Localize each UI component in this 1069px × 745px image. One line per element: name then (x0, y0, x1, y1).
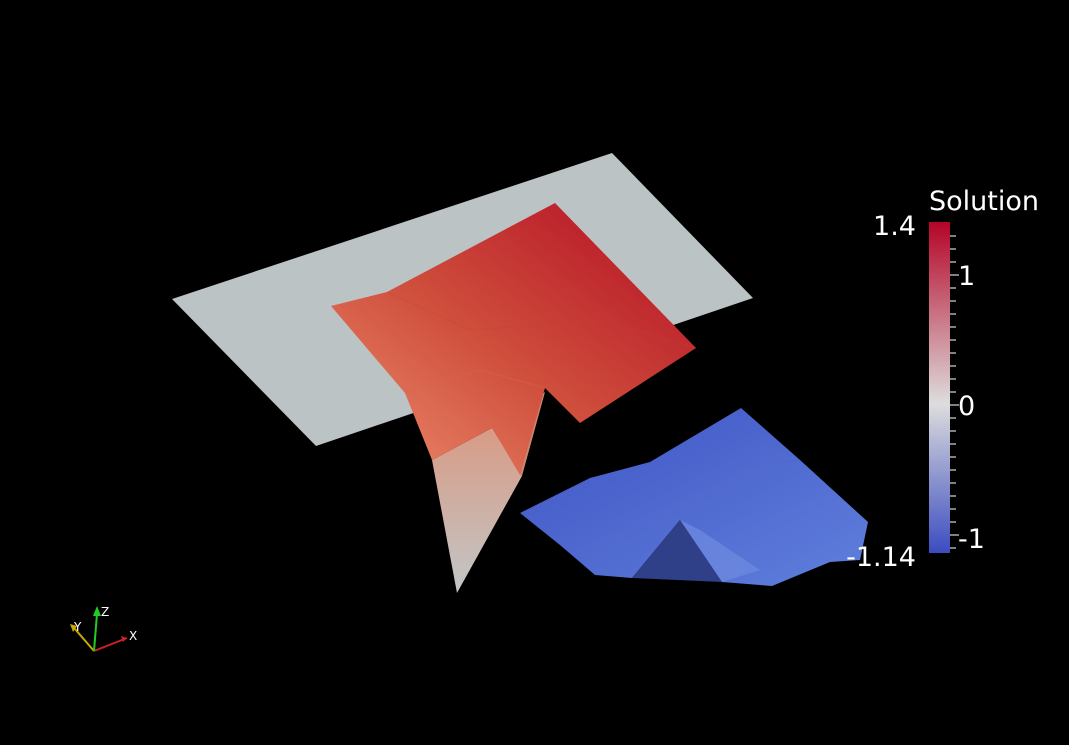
scalar-bar-major-ticks (950, 274, 959, 536)
y-axis-line (74, 628, 95, 652)
scalar-bar-gradient (929, 222, 950, 553)
x-axis-line (93, 637, 128, 652)
negative-trough-dip-face (680, 520, 760, 582)
scalar-bar-min-label: -1.14 (846, 542, 916, 573)
scalar-bar-minor-ticks (950, 235, 956, 549)
y-axis-arrow (70, 624, 77, 632)
scalar-bar[interactable]: Solution (846, 186, 1039, 573)
orientation-axes: X Y Z (70, 605, 137, 652)
negative-trough-facet-lines (589, 459, 801, 501)
positive-peak-facet-lines (404, 369, 546, 394)
scalar-bar-tick-label-1: 1 (958, 261, 975, 292)
z-axis-label: Z (101, 605, 109, 619)
scalar-bar-tick-label-neg1: -1 (958, 524, 985, 555)
negative-trough-surface (520, 408, 868, 586)
positive-peak-facet-lines-2 (386, 291, 697, 349)
spike-surface (432, 428, 522, 593)
scalar-bar-max-label: 1.4 (873, 211, 916, 242)
z-axis-line (93, 613, 98, 652)
y-axis-label: Y (73, 620, 82, 634)
scalar-bar-title: Solution (929, 186, 1039, 217)
x-axis-label: X (129, 629, 137, 643)
x-axis-arrow (121, 636, 127, 642)
scalar-bar-tick-label-0: 0 (958, 391, 975, 422)
positive-peak-surface (331, 203, 696, 475)
negative-trough-dip (632, 520, 722, 582)
z-axis-arrow (93, 606, 101, 616)
